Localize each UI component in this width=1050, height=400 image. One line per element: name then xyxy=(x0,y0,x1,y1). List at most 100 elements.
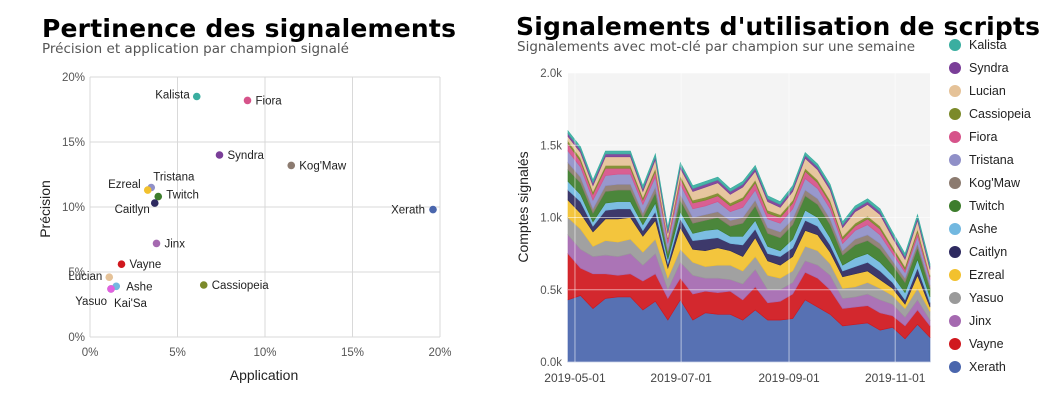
y-axis-label: Comptes signalés xyxy=(515,151,531,262)
legend-swatch xyxy=(949,222,961,235)
chart-title: Pertinence des signalements xyxy=(42,14,457,43)
y-tick-label: 5% xyxy=(68,267,85,279)
point-label: Cassiopeia xyxy=(212,280,269,292)
legend-item: Ashe xyxy=(946,217,1050,240)
x-tick-label: 20% xyxy=(428,347,451,359)
legend-item: Caitlyn xyxy=(946,240,1050,263)
legend-label: Vayne xyxy=(969,336,1004,351)
legend-swatch xyxy=(949,61,961,74)
point-label: Syndra xyxy=(228,150,265,162)
legend-swatch xyxy=(949,107,961,120)
x-axis-label: Application xyxy=(230,367,299,383)
scatter-point xyxy=(199,281,208,289)
legend-swatch xyxy=(949,360,961,373)
legend-swatch xyxy=(949,199,961,212)
scatter-point xyxy=(105,273,114,282)
point-label: Tristana xyxy=(153,172,195,184)
point-label: Kog'Maw xyxy=(299,160,347,172)
legend-item: Yasuo xyxy=(946,286,1050,309)
legend-item: Twitch xyxy=(946,194,1050,217)
x-tick-label: 5% xyxy=(169,347,186,359)
legend-label: Lucian xyxy=(969,83,1006,98)
legend-swatch xyxy=(949,153,961,166)
legend-swatch xyxy=(949,291,961,304)
legend-label: Kalista xyxy=(969,37,1007,52)
point-label: Yasuo xyxy=(75,296,107,308)
legend-swatch xyxy=(949,38,961,51)
scatter-point xyxy=(152,239,161,248)
y-tick-label: 10% xyxy=(62,202,85,214)
legend-item: Kog'Maw xyxy=(946,171,1050,194)
scatter-point xyxy=(429,205,437,214)
legend-label: Syndra xyxy=(969,60,1009,75)
chart-title: Signalements d'utilisation de scripts xyxy=(516,12,1041,41)
legend-swatch xyxy=(949,176,961,189)
legend-label: Tristana xyxy=(969,152,1014,167)
scatter-point xyxy=(243,96,252,105)
legend-item: Kalista xyxy=(946,33,1050,56)
legend-swatch xyxy=(949,84,961,97)
legend-item: Jinx xyxy=(946,309,1050,332)
legend-label: Xerath xyxy=(969,359,1006,374)
legend-item: Vayne xyxy=(946,332,1050,355)
y-tick-label: 15% xyxy=(62,137,85,149)
legend-label: Twitch xyxy=(969,198,1005,213)
point-label: Vayne xyxy=(130,259,162,271)
scatter-point xyxy=(215,151,224,159)
legend-label: Yasuo xyxy=(969,290,1004,305)
legend-label: Ezreal xyxy=(969,267,1005,282)
scatter-point xyxy=(143,186,152,194)
legend-item: Tristana xyxy=(946,148,1050,171)
scatter-point xyxy=(117,260,126,269)
point-label: Ashe xyxy=(126,281,152,293)
point-label: Ezreal xyxy=(108,179,141,191)
y-tick-label: 0.0k xyxy=(540,357,562,369)
legend-item: Ezreal xyxy=(946,263,1050,286)
stacked-area-plot: 0.0k 0.5k 1.0k 1.5k 2.0k 2019-05-01 2019-07-01… xyxy=(515,68,931,385)
x-tick-label: 2019-11-01 xyxy=(865,371,926,385)
scripts-chart-panel: Signalements d'utilisation de scripts Si… xyxy=(505,0,1050,400)
point-label: Twitch xyxy=(166,190,199,202)
scatter-plot: 0% 0% 5% 5% 10% 10% 15% 15% 20% 20% Kalista Fiora S… xyxy=(37,72,452,383)
legend-label: Ashe xyxy=(969,221,998,236)
y-axis-label: Précision xyxy=(37,180,53,238)
legend-label: Kog'Maw xyxy=(969,175,1021,190)
legend-item: Fiora xyxy=(946,125,1050,148)
x-tick-label: 2019-09-01 xyxy=(758,371,820,385)
point-label: Lucian xyxy=(68,271,102,283)
legend-label: Cassiopeia xyxy=(969,106,1031,121)
legend-item: Cassiopeia xyxy=(946,102,1050,125)
x-tick-label: 10% xyxy=(253,347,276,359)
scatter-point xyxy=(107,285,115,293)
x-tick-label: 15% xyxy=(341,347,364,359)
x-tick-label: 2019-07-01 xyxy=(650,371,712,385)
legend-swatch xyxy=(949,314,961,327)
legend-label: Caitlyn xyxy=(969,244,1008,259)
point-label: Kai'Sa xyxy=(114,298,147,310)
legend-item: Syndra xyxy=(946,56,1050,79)
y-tick-label: 1.0k xyxy=(540,213,562,225)
legend-item: Xerath xyxy=(946,355,1050,378)
legend-swatch xyxy=(949,245,961,258)
legend-swatch xyxy=(949,130,961,143)
x-tick-label: 2019-05-01 xyxy=(544,371,606,385)
legend-swatch xyxy=(949,268,961,281)
chart-subtitle: Précision et application par champion si… xyxy=(42,41,349,57)
point-label: Kalista xyxy=(155,90,190,102)
chart-subtitle: Signalements avec mot-clé par champion s… xyxy=(517,39,916,55)
scatter-point xyxy=(192,92,201,101)
scatter-point xyxy=(154,192,163,201)
x-tick-label: 0% xyxy=(82,347,99,359)
legend: Kalista Syndra Lucian Cassiopeia Fiora Trista… xyxy=(946,33,1050,378)
scatter-point xyxy=(150,199,159,207)
scatter-point xyxy=(287,161,296,170)
y-tick-label: 0% xyxy=(68,332,85,344)
y-tick-label: 20% xyxy=(62,72,85,84)
point-label: Jinx xyxy=(165,238,186,250)
point-label: Caitlyn xyxy=(115,204,150,216)
precision-chart-panel: Pertinence des signalements Précision et… xyxy=(0,0,470,400)
y-tick-label: 2.0k xyxy=(540,68,562,80)
legend-label: Jinx xyxy=(969,313,992,328)
area-series xyxy=(567,129,931,267)
point-label: Fiora xyxy=(256,95,283,107)
